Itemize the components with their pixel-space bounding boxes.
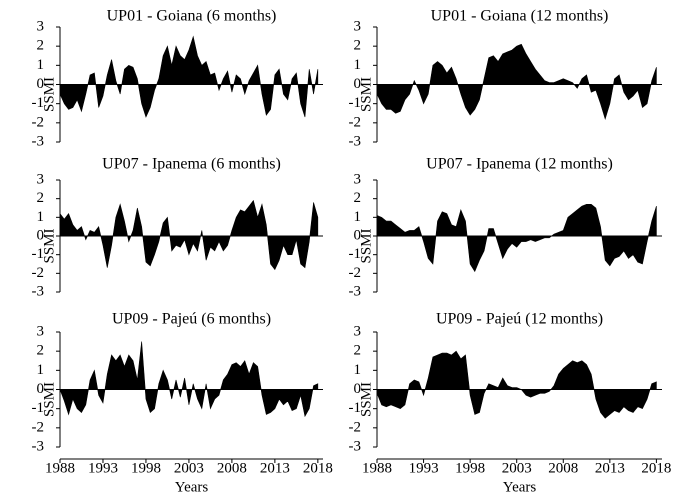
y-tick-label: 3 bbox=[37, 18, 45, 34]
y-tick-label: 0 bbox=[37, 381, 45, 397]
x-tick-label: 2013 bbox=[260, 460, 290, 476]
x-tick-label: 2013 bbox=[595, 460, 625, 476]
y-tick-label: -3 bbox=[349, 133, 362, 149]
y-tick-label: 1 bbox=[354, 362, 362, 378]
x-tick-label: 2018 bbox=[641, 460, 671, 476]
x-tick-label: 2008 bbox=[217, 460, 247, 476]
x-axis-label: Years bbox=[175, 479, 209, 495]
y-tick-label: 2 bbox=[37, 343, 45, 359]
chart-title: UP07 - Ipanema (6 months) bbox=[102, 156, 281, 173]
y-tick-label: -2 bbox=[349, 265, 362, 281]
x-tick-label: 1988 bbox=[45, 460, 75, 476]
chart-title: UP09 - Pajeú (12 months) bbox=[436, 311, 603, 328]
y-axis-label: SSMI bbox=[41, 228, 57, 263]
y-tick-label: 0 bbox=[37, 76, 45, 92]
y-tick-label: 0 bbox=[354, 381, 362, 397]
y-tick-label: 2 bbox=[354, 38, 362, 54]
chart-title: UP01 - Goiana (6 months) bbox=[107, 8, 277, 25]
x-tick-label: 2008 bbox=[548, 460, 578, 476]
x-tick-label: 1988 bbox=[362, 460, 392, 476]
x-tick-label: 2003 bbox=[174, 460, 204, 476]
x-axis-label: Years bbox=[503, 479, 537, 495]
y-tick-label: 0 bbox=[354, 227, 362, 243]
y-tick-label: -3 bbox=[32, 438, 45, 454]
y-tick-label: -3 bbox=[32, 283, 45, 299]
y-tick-label: -3 bbox=[349, 438, 362, 454]
y-axis-label: SSMI bbox=[41, 77, 57, 112]
area bbox=[376, 43, 657, 121]
y-tick-label: -1 bbox=[349, 246, 362, 262]
y-tick-label: -1 bbox=[349, 95, 362, 111]
y-tick-label: -3 bbox=[349, 283, 362, 299]
y-tick-label: 3 bbox=[37, 323, 45, 339]
x-tick-label: 1998 bbox=[455, 460, 485, 476]
chart-title: UP01 - Goiana (12 months) bbox=[431, 8, 609, 25]
x-tick-label: 1998 bbox=[131, 460, 161, 476]
y-tick-label: -2 bbox=[349, 114, 362, 130]
x-tick-label: 1993 bbox=[409, 460, 439, 476]
y-tick-label: 1 bbox=[37, 57, 45, 73]
y-tick-label: 2 bbox=[354, 343, 362, 359]
y-tick-label: 2 bbox=[37, 38, 45, 54]
y-tick-label: 1 bbox=[37, 209, 45, 225]
chart-title: UP07 - Ipanema (12 months) bbox=[426, 156, 613, 173]
y-tick-label: -3 bbox=[32, 133, 45, 149]
x-tick-label: 2018 bbox=[303, 460, 333, 476]
y-tick-label: 3 bbox=[354, 323, 362, 339]
area bbox=[59, 341, 319, 418]
y-tick-label: 1 bbox=[354, 57, 362, 73]
chart-title: UP09 - Pajeú (6 months) bbox=[112, 311, 271, 328]
y-tick-label: -2 bbox=[349, 419, 362, 435]
x-tick-label: 1993 bbox=[88, 460, 118, 476]
y-tick-label: -1 bbox=[349, 400, 362, 416]
y-tick-label: 0 bbox=[37, 227, 45, 243]
area bbox=[59, 199, 319, 271]
y-tick-label: 3 bbox=[37, 171, 45, 187]
y-tick-label: -2 bbox=[32, 419, 45, 435]
area bbox=[376, 203, 657, 273]
y-tick-label: 3 bbox=[354, 18, 362, 34]
x-tick-label: 2003 bbox=[502, 460, 532, 476]
y-tick-label: -1 bbox=[32, 246, 45, 262]
y-tick-label: 1 bbox=[354, 209, 362, 225]
y-tick-label: -2 bbox=[32, 265, 45, 281]
y-tick-label: 2 bbox=[37, 190, 45, 206]
area bbox=[376, 350, 657, 419]
y-tick-label: 3 bbox=[354, 171, 362, 187]
y-axis-label: SSMI bbox=[358, 382, 374, 417]
y-tick-label: 0 bbox=[354, 76, 362, 92]
y-axis-label: SSMI bbox=[358, 77, 374, 112]
y-tick-label: -1 bbox=[32, 95, 45, 111]
y-tick-label: 2 bbox=[354, 190, 362, 206]
y-axis-label: SSMI bbox=[41, 382, 57, 417]
y-tick-label: -1 bbox=[32, 400, 45, 416]
y-tick-label: 1 bbox=[37, 362, 45, 378]
area bbox=[59, 35, 319, 118]
y-axis-label: SSMI bbox=[358, 228, 374, 263]
y-tick-label: -2 bbox=[32, 114, 45, 130]
